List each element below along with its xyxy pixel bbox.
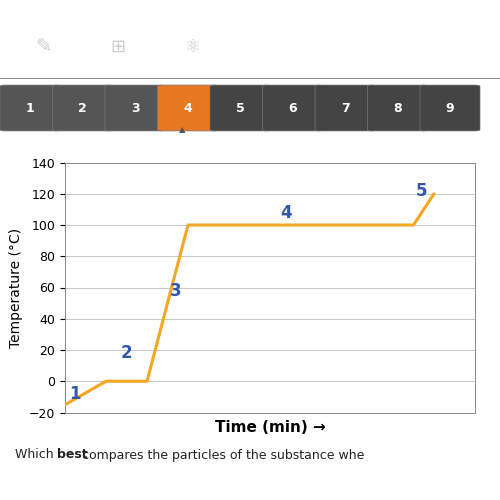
FancyBboxPatch shape (210, 85, 270, 131)
Text: 5: 5 (416, 182, 428, 200)
Text: 4: 4 (183, 102, 192, 114)
FancyBboxPatch shape (158, 85, 218, 131)
FancyBboxPatch shape (105, 85, 165, 131)
Text: 3: 3 (130, 102, 140, 114)
Text: compares the particles of the substance whe: compares the particles of the substance … (78, 448, 364, 462)
FancyBboxPatch shape (262, 85, 322, 131)
Text: 3: 3 (170, 282, 181, 300)
FancyBboxPatch shape (0, 85, 60, 131)
FancyBboxPatch shape (315, 85, 375, 131)
Text: 2: 2 (120, 344, 132, 362)
Text: 8: 8 (393, 102, 402, 114)
FancyBboxPatch shape (368, 85, 428, 131)
Text: Active: Active (160, 16, 199, 29)
Text: 9: 9 (446, 102, 454, 114)
FancyBboxPatch shape (52, 85, 112, 131)
Text: ▲: ▲ (179, 124, 186, 134)
FancyBboxPatch shape (420, 85, 480, 131)
Text: ✎: ✎ (35, 38, 51, 56)
Text: 7: 7 (340, 102, 349, 114)
Text: Which: Which (15, 448, 58, 462)
Text: 4: 4 (280, 204, 292, 222)
Text: 2: 2 (78, 102, 87, 114)
Text: 6: 6 (288, 102, 297, 114)
Text: ⚛: ⚛ (185, 38, 201, 56)
Text: ⊞: ⊞ (110, 38, 125, 56)
Text: 5: 5 (236, 102, 244, 114)
Text: Unit Test: Unit Test (25, 16, 79, 29)
Text: 1: 1 (70, 385, 81, 403)
Text: Time (min) →: Time (min) → (214, 420, 326, 435)
Y-axis label: Temperature (°C): Temperature (°C) (10, 228, 24, 348)
Text: best: best (58, 448, 88, 462)
Text: 1: 1 (26, 102, 35, 114)
